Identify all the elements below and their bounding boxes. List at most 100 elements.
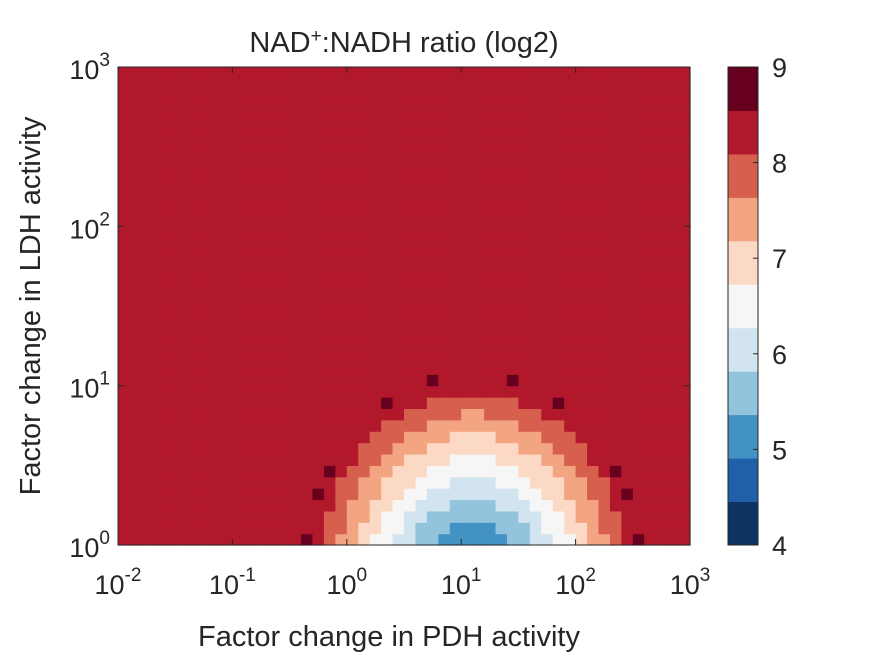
heatmap-cell <box>598 419 611 432</box>
heatmap-cell <box>358 510 371 523</box>
heatmap-cell <box>392 510 405 523</box>
colorbar-segment <box>728 110 758 155</box>
heatmap-cell <box>118 499 131 512</box>
heatmap-cell <box>667 522 680 535</box>
heatmap-cell <box>232 476 245 489</box>
heatmap-cell <box>255 397 268 410</box>
heatmap-cell <box>301 260 314 273</box>
heatmap-cell <box>484 78 497 91</box>
heatmap-cell <box>678 226 691 239</box>
heatmap-cell <box>598 442 611 455</box>
heatmap-cell <box>632 101 645 114</box>
heatmap-cell <box>209 294 222 307</box>
heatmap-cell <box>255 362 268 375</box>
heatmap-cell <box>621 67 634 79</box>
heatmap-cell <box>198 192 211 205</box>
heatmap-cell <box>667 180 680 193</box>
heatmap-cell <box>209 271 222 284</box>
heatmap-cell <box>632 112 645 125</box>
heatmap-cell <box>598 328 611 341</box>
heatmap-cell <box>129 522 142 535</box>
heatmap-cell <box>289 510 302 523</box>
heatmap-cell <box>404 101 417 114</box>
heatmap-cell <box>678 203 691 216</box>
heatmap-cell <box>598 476 611 489</box>
heatmap-cell <box>346 362 359 375</box>
heatmap-cell <box>655 260 668 273</box>
heatmap-cell <box>495 192 508 205</box>
heatmap-cell <box>140 465 153 478</box>
heatmap-cell <box>518 67 531 79</box>
heatmap-cell <box>529 374 542 387</box>
heatmap-cell <box>198 510 211 523</box>
heatmap-cell <box>678 442 691 455</box>
heatmap-cell <box>564 158 577 171</box>
heatmap-cell <box>198 294 211 307</box>
heatmap-cell <box>152 203 165 216</box>
heatmap-cell <box>186 101 199 114</box>
heatmap-cell <box>621 135 634 148</box>
heatmap-cell <box>312 101 325 114</box>
heatmap-cell <box>381 249 394 262</box>
heatmap-cell <box>506 397 519 410</box>
heatmap-cell <box>243 374 256 387</box>
heatmap-cell <box>220 237 233 250</box>
heatmap-cell <box>621 78 634 91</box>
heatmap-cell <box>266 67 279 79</box>
heatmap-cell <box>152 226 165 239</box>
heatmap-cell <box>678 78 691 91</box>
heatmap-cell <box>449 226 462 239</box>
heatmap-cell <box>163 203 176 216</box>
heatmap-cell <box>598 283 611 296</box>
heatmap-cell <box>278 283 291 296</box>
heatmap-cell <box>621 351 634 364</box>
heatmap-cell <box>175 522 188 535</box>
heatmap-cell <box>415 112 428 125</box>
heatmap-cell <box>609 397 622 410</box>
heatmap-cell <box>518 522 531 535</box>
heatmap-cell <box>243 237 256 250</box>
heatmap-cell <box>541 476 554 489</box>
heatmap-cell <box>484 260 497 273</box>
heatmap-cell <box>140 362 153 375</box>
heatmap-cell <box>381 112 394 125</box>
heatmap-cell <box>667 78 680 91</box>
heatmap-cell <box>449 317 462 330</box>
heatmap-cell <box>289 374 302 387</box>
heatmap-cell <box>358 476 371 489</box>
heatmap-cell <box>621 203 634 216</box>
heatmap-cell <box>323 453 336 466</box>
heatmap-cell <box>278 419 291 432</box>
heatmap-cell <box>644 488 657 501</box>
heatmap-cell <box>369 214 382 227</box>
heatmap-cell <box>198 385 211 398</box>
heatmap-cell <box>678 214 691 227</box>
heatmap-cell <box>518 271 531 284</box>
heatmap-cell <box>587 237 600 250</box>
heatmap-cell <box>529 214 542 227</box>
heatmap-cell <box>598 385 611 398</box>
heatmap-cell <box>678 249 691 262</box>
heatmap-cell <box>152 453 165 466</box>
heatmap-cell <box>392 476 405 489</box>
heatmap-cell <box>118 465 131 478</box>
heatmap-cell <box>484 374 497 387</box>
heatmap-cell <box>506 67 519 79</box>
heatmap-cell <box>301 499 314 512</box>
heatmap-cell <box>484 180 497 193</box>
heatmap-cell <box>392 362 405 375</box>
heatmap-cell <box>220 112 233 125</box>
heatmap-cell <box>220 499 233 512</box>
heatmap-cell <box>358 146 371 159</box>
heatmap-cell <box>266 158 279 171</box>
heatmap-cell <box>632 533 645 546</box>
heatmap-cell <box>518 294 531 307</box>
heatmap-cell <box>198 260 211 273</box>
heatmap-cell <box>358 123 371 136</box>
heatmap-cell <box>118 306 131 318</box>
heatmap-cell <box>301 112 314 125</box>
heatmap-cell <box>346 442 359 455</box>
heatmap-cell <box>552 476 565 489</box>
heatmap-cell <box>358 431 371 444</box>
heatmap-cell <box>198 465 211 478</box>
